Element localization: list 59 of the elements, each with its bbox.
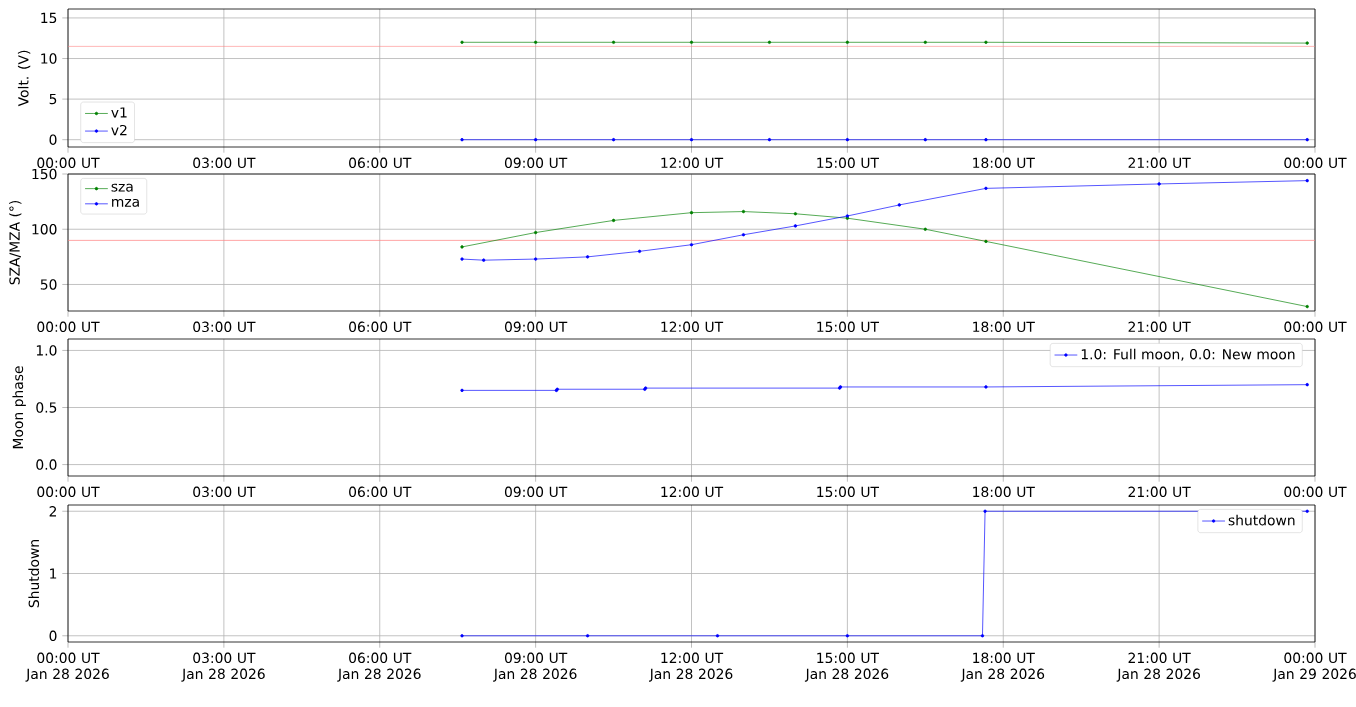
legend-label: shutdown <box>1228 514 1295 526</box>
x-tick-label: 18:00 UT <box>973 157 1035 169</box>
x-tick-label: 15:00 UT <box>817 157 880 169</box>
x-tick-label: 06:00 UT <box>349 321 412 333</box>
x-tick-label: 15:00 UT <box>817 321 880 333</box>
x-tick-label: 15:00 UT <box>817 486 880 498</box>
x-tick-label: 00:00 UT <box>37 486 100 498</box>
x-tick-label: 09:00 UT <box>504 486 568 498</box>
x-tick-label: 09:00 UT <box>504 157 568 169</box>
y-axis-title: SZA/MZA (°) <box>9 200 22 285</box>
x-tick-label: 06:00 UT <box>349 157 412 169</box>
y-tick-label: 1.0 <box>36 345 57 356</box>
x-tick-label: 00:00 UT <box>1284 321 1347 333</box>
y-tick-label: 0 <box>49 630 57 642</box>
x-tick-label: 12:00 UT Jan 28 2026 <box>649 652 733 682</box>
legend-label: 1.0: Full moon, 0.0: New moon <box>1081 348 1295 361</box>
x-tick-label: 18:00 UT Jan 28 2026 <box>960 652 1045 682</box>
x-tick-label: 18:00 UT <box>973 486 1035 498</box>
legend-label: v1 <box>111 107 127 118</box>
x-tick-label: 00:00 UT <box>1284 486 1347 498</box>
x-tick-label: 15:00 UT Jan 28 2026 <box>804 652 889 682</box>
legend-label: mza <box>112 198 139 207</box>
y-axis-title: Shutdown <box>28 540 40 608</box>
x-tick-label: 00:00 UT <box>37 321 100 333</box>
y-axis-title: Moon phase <box>12 366 26 449</box>
x-tick-label: 09:00 UT <box>504 321 568 333</box>
legend-label: v2 <box>111 124 127 136</box>
y-tick-label: 10 <box>41 53 57 64</box>
x-tick-label: 18:00 UT <box>973 321 1035 333</box>
x-tick-label: 00:00 UT <box>1284 157 1347 169</box>
y-tick-label: 1 <box>50 568 57 579</box>
x-tick-label: 00:00 UT Jan 28 2026 <box>25 652 109 682</box>
x-tick-label: 21:00 UT <box>1128 486 1191 498</box>
y-tick-label: 15 <box>41 12 57 24</box>
x-tick-label: 21:00 UT Jan 28 2026 <box>1116 652 1201 682</box>
y-tick-label: 50 <box>40 279 57 290</box>
x-tick-label: 21:00 UT <box>1128 321 1191 333</box>
x-tick-label: 06:00 UT Jan 28 2026 <box>337 652 421 682</box>
y-tick-label: 0 <box>49 134 57 145</box>
x-tick-label: 03:00 UT <box>193 157 256 169</box>
x-tick-label: 03:00 UT <box>193 486 256 498</box>
y-tick-label: 5 <box>49 93 57 105</box>
legend-label: sza <box>111 183 133 192</box>
x-tick-label: 12:00 UT <box>661 486 724 498</box>
x-tick-label: 00:00 UT Jan 29 2026 <box>1272 652 1356 682</box>
x-tick-label: 03:00 UT <box>193 321 256 333</box>
y-axis-title: Volt. (V) <box>17 50 31 107</box>
y-tick-label: 0.5 <box>36 402 57 413</box>
x-tick-label: 21:00 UT <box>1128 157 1191 169</box>
y-tick-label: 0.0 <box>36 459 57 470</box>
x-tick-label: 09:00 UT Jan 28 2026 <box>493 652 577 682</box>
y-tick-label: 150 <box>32 168 57 180</box>
x-tick-label: 00:00 UT <box>37 157 100 169</box>
y-tick-label: 100 <box>32 224 57 235</box>
x-tick-label: 06:00 UT <box>349 486 412 498</box>
x-tick-label: 03:00 UT Jan 28 2026 <box>181 652 265 682</box>
x-tick-label: 12:00 UT <box>661 321 724 333</box>
x-tick-label: 12:00 UT <box>661 157 724 169</box>
y-tick-label: 2 <box>49 506 57 517</box>
